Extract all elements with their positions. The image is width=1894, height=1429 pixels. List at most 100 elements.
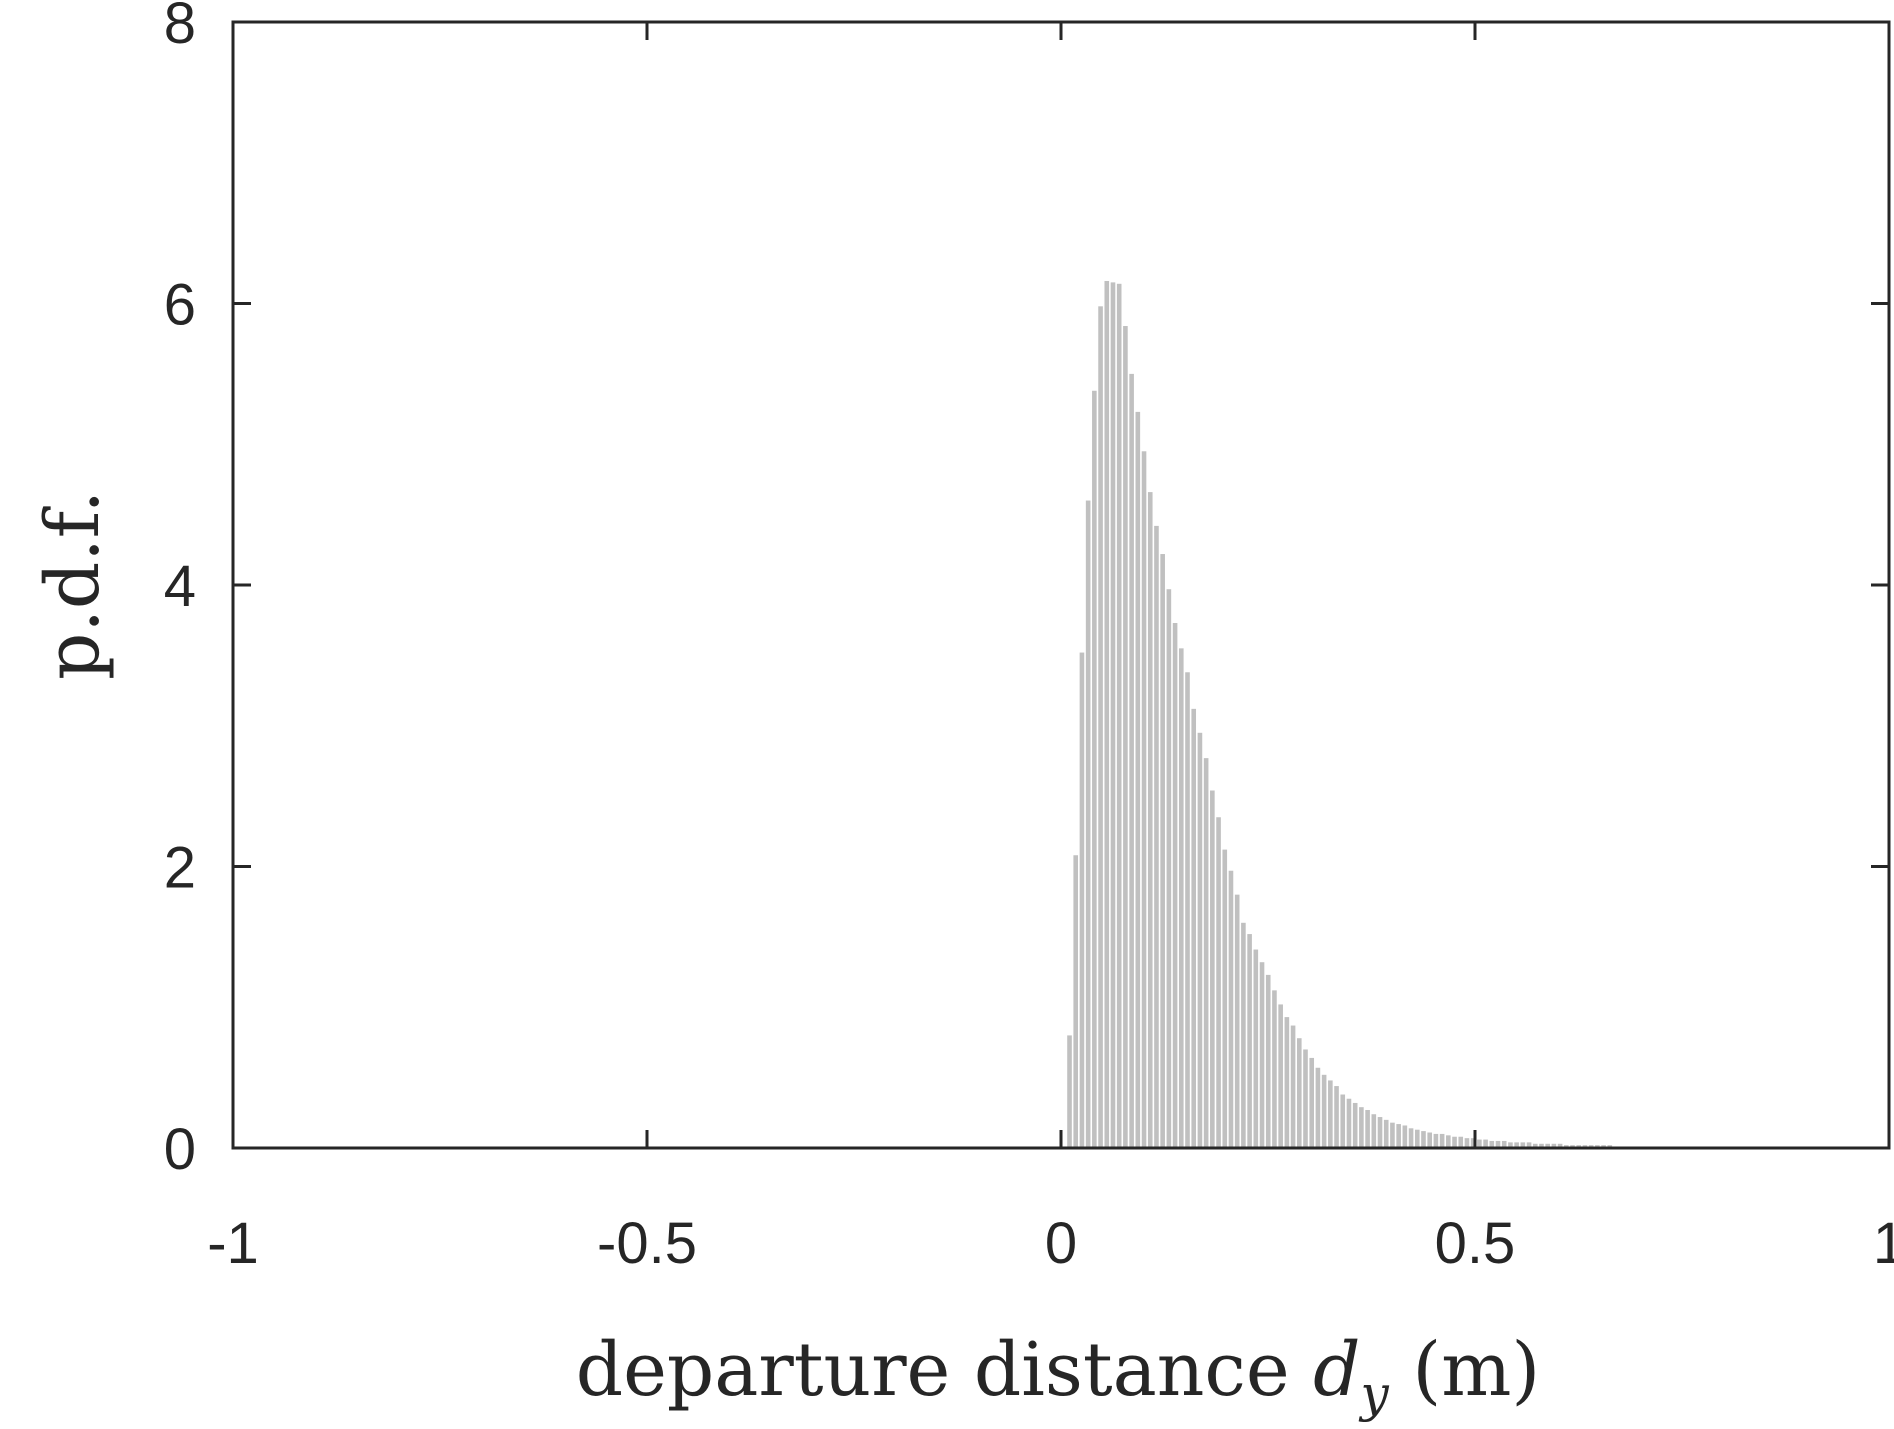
histogram-bar bbox=[1346, 1098, 1352, 1148]
histogram-bar bbox=[1104, 280, 1110, 1149]
histogram-bar bbox=[1501, 1140, 1507, 1148]
histogram-bar bbox=[1365, 1110, 1370, 1148]
histogram-bar bbox=[1228, 870, 1234, 1148]
histogram-bar bbox=[1234, 894, 1240, 1148]
histogram-bar bbox=[1359, 1107, 1364, 1148]
x-tick-label: 0 bbox=[1045, 1211, 1077, 1276]
histogram-bar bbox=[1272, 990, 1277, 1148]
x-axis-title-subscript: y bbox=[1359, 1365, 1390, 1423]
histogram-bar bbox=[1147, 492, 1153, 1148]
histogram-bar bbox=[1085, 500, 1091, 1148]
histogram-bar bbox=[1328, 1080, 1333, 1148]
histogram-bar bbox=[1197, 732, 1203, 1148]
histogram-bar bbox=[1185, 672, 1190, 1148]
histogram-bar bbox=[1464, 1138, 1470, 1148]
histogram-bar bbox=[1396, 1124, 1401, 1148]
histogram-bar bbox=[1557, 1143, 1563, 1148]
histogram-bar bbox=[1352, 1102, 1358, 1148]
y-axis-title: p.d.f. bbox=[30, 490, 116, 680]
histogram-bar bbox=[1526, 1142, 1532, 1148]
histogram-bar bbox=[1439, 1133, 1445, 1148]
histogram-bar bbox=[1321, 1074, 1327, 1148]
histogram-bar bbox=[1551, 1143, 1557, 1148]
histogram-bar bbox=[1539, 1143, 1544, 1148]
histogram-bar bbox=[1203, 758, 1209, 1148]
histogram-bar bbox=[1402, 1125, 1408, 1148]
plot-frame bbox=[231, 20, 1891, 1150]
histogram-bar bbox=[1098, 306, 1103, 1148]
x-axis-title-unit: (m) bbox=[1389, 1327, 1540, 1413]
x-axis-ticks: -1 -0.5 0 0.5 1 bbox=[207, 22, 1894, 1276]
histogram-bar bbox=[1340, 1094, 1346, 1148]
histogram-bar bbox=[1160, 554, 1165, 1148]
histogram-bar bbox=[1210, 790, 1215, 1148]
histogram-bar bbox=[1408, 1128, 1414, 1148]
histogram-bar bbox=[1296, 1038, 1302, 1148]
histogram-bar bbox=[1514, 1142, 1519, 1148]
histogram-bar bbox=[1303, 1049, 1308, 1148]
histogram-bar bbox=[1278, 1004, 1283, 1148]
histogram-bar bbox=[1495, 1140, 1501, 1148]
histogram-bar bbox=[1315, 1067, 1321, 1148]
histogram-bar bbox=[1241, 922, 1246, 1148]
histogram-bar bbox=[1259, 962, 1265, 1148]
histogram-bar bbox=[1458, 1136, 1464, 1148]
y-tick-label: 8 bbox=[164, 0, 196, 56]
histogram-bar bbox=[1253, 949, 1259, 1148]
histogram-bar bbox=[1390, 1122, 1395, 1148]
histogram-bars bbox=[1067, 280, 1687, 1149]
histogram-bar bbox=[1166, 589, 1172, 1148]
x-axis-title-text: departure distance bbox=[576, 1327, 1313, 1413]
histogram-bar bbox=[1427, 1132, 1432, 1148]
histogram-bar bbox=[1477, 1139, 1482, 1148]
histogram-bar bbox=[1284, 1017, 1290, 1148]
histogram-bar bbox=[1520, 1142, 1526, 1148]
histogram-bar bbox=[1377, 1117, 1383, 1148]
histogram-bar bbox=[1421, 1131, 1426, 1148]
x-axis-title-symbol: d bbox=[1313, 1327, 1360, 1413]
histogram-bar bbox=[1371, 1114, 1377, 1148]
histogram-bar bbox=[1247, 934, 1252, 1148]
y-axis-ticks: 0 2 4 6 8 bbox=[164, 0, 1889, 1182]
histogram-bar bbox=[1222, 849, 1228, 1148]
histogram-bar bbox=[1216, 817, 1221, 1148]
histogram-bar bbox=[1073, 855, 1079, 1148]
histogram-bar bbox=[1383, 1119, 1389, 1148]
histogram-bar bbox=[1433, 1133, 1439, 1148]
histogram-bar bbox=[1508, 1142, 1513, 1148]
histogram-bar bbox=[1446, 1135, 1451, 1148]
histogram-bar bbox=[1334, 1086, 1339, 1148]
x-axis-title: departure distance dy (m) bbox=[576, 1327, 1540, 1423]
histogram-bar bbox=[1470, 1138, 1476, 1148]
histogram-bar bbox=[1290, 1025, 1296, 1148]
histogram-bar bbox=[1092, 390, 1097, 1148]
histogram-bar bbox=[1123, 326, 1128, 1148]
histogram-bar bbox=[1129, 373, 1134, 1149]
y-tick-label: 2 bbox=[164, 836, 196, 901]
histogram-bar bbox=[1265, 974, 1271, 1148]
histogram-bar bbox=[1079, 652, 1085, 1148]
histogram-bar bbox=[1116, 283, 1122, 1148]
histogram-bar bbox=[1067, 1035, 1072, 1148]
histogram-bar bbox=[1309, 1057, 1315, 1148]
x-tick-label: -1 bbox=[207, 1211, 259, 1276]
y-tick-label: 6 bbox=[164, 273, 196, 338]
histogram-bar bbox=[1141, 451, 1147, 1148]
histogram-bar bbox=[1414, 1129, 1420, 1148]
histogram-bar bbox=[1154, 525, 1159, 1148]
x-tick-label: -0.5 bbox=[597, 1211, 697, 1276]
histogram-bar bbox=[1135, 411, 1141, 1148]
histogram-bar bbox=[1178, 648, 1184, 1148]
x-tick-label: 1 bbox=[1873, 1211, 1894, 1276]
y-tick-label: 0 bbox=[164, 1117, 196, 1182]
histogram-bar bbox=[1489, 1140, 1495, 1148]
histogram-bar bbox=[1172, 623, 1178, 1148]
histogram-bar bbox=[1452, 1136, 1457, 1148]
histogram-bar bbox=[1110, 282, 1116, 1148]
histogram-bar bbox=[1483, 1139, 1488, 1148]
x-tick-label: 0.5 bbox=[1435, 1211, 1516, 1276]
y-tick-label: 4 bbox=[164, 554, 196, 619]
histogram-bar bbox=[1532, 1143, 1538, 1148]
histogram-bar bbox=[1545, 1143, 1550, 1148]
